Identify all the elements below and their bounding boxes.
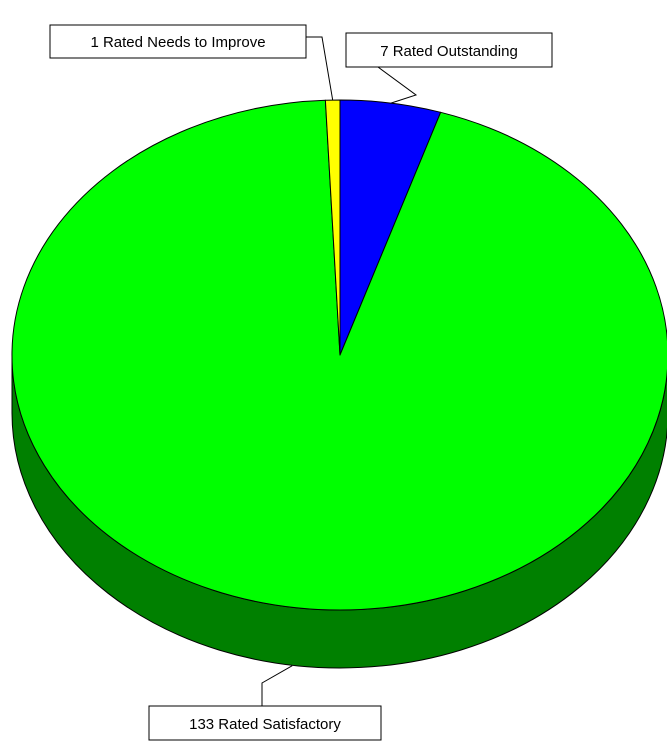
label-outstanding: 7 Rated Outstanding	[345, 32, 553, 68]
leader-line-outstanding	[377, 66, 418, 104]
pie-slice-needs-to-improve	[324, 99, 341, 356]
label-box-satisfactory	[148, 705, 382, 741]
leader-lines	[261, 36, 418, 706]
label-text-needs-to-improve: 1 Rated Needs to Improve	[90, 34, 265, 51]
label-satisfactory: 133 Rated Satisfactory	[148, 705, 382, 741]
label-box-needs-to-improve	[49, 24, 307, 59]
leader-line-satisfactory	[261, 665, 293, 706]
label-needs-to-improve: 1 Rated Needs to Improve	[49, 24, 307, 59]
label-text-satisfactory: 133 Rated Satisfactory	[189, 716, 341, 733]
pie-slices	[11, 99, 667, 611]
label-box-outstanding	[345, 32, 553, 68]
label-text-outstanding: 7 Rated Outstanding	[380, 43, 518, 60]
leader-line-needs-to-improve	[306, 36, 334, 101]
pie-slice-satisfactory	[11, 99, 667, 611]
